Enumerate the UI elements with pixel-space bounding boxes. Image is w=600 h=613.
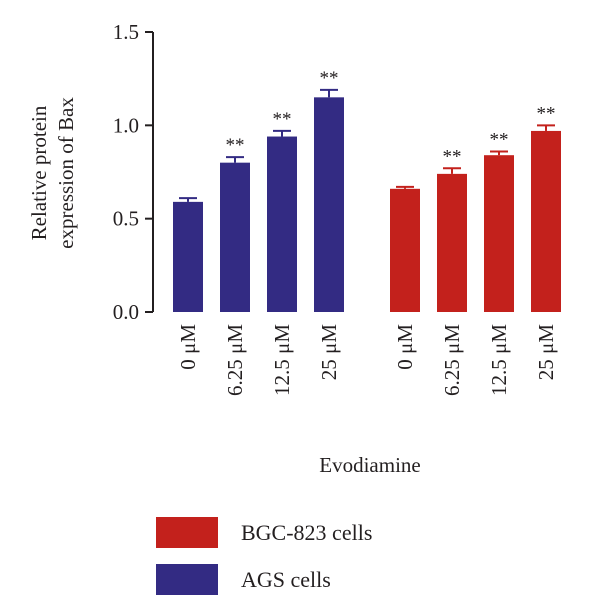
legend-label: BGC-823 cells [241,520,372,545]
x-tick-label: 6.25 μM [223,324,247,396]
significance-mark: ** [273,109,292,130]
bar [267,136,297,312]
bars [173,97,561,312]
significance-mark: ** [490,129,509,150]
bar [531,130,561,312]
error-bars [179,88,555,202]
bar [437,173,467,312]
significance-mark: ** [226,135,245,156]
x-tick-label: 6.25 μM [440,324,464,396]
x-tick-label: 12.5 μM [270,324,294,396]
x-tick-label: 25 μM [534,324,558,381]
x-tick-label: 0 μM [176,324,200,370]
x-axis-title: Evodiamine [319,453,420,477]
bar [220,162,250,312]
x-tick-label: 12.5 μM [487,324,511,396]
x-tick-label: 25 μM [317,324,341,381]
bar [173,201,203,312]
y-tick-label: 0.0 [113,300,139,324]
bar [390,188,420,312]
bar [484,155,514,312]
bar [314,97,344,312]
x-tick-labels: 0 μM 6.25 μM 12.5 μM 25 μM 0 μM 6.25 μM 12.5 μ… [176,324,558,396]
y-ticks: 0.0 0.5 1.0 1.5 [113,20,153,324]
significance-mark: ** [443,146,462,167]
significance-mark: ** [537,103,556,124]
significance-marks: ** ** ** ** ** ** [226,68,556,167]
y-tick-label: 1.5 [113,20,139,44]
legend: BGC-823 cells AGS cells [156,517,372,595]
y-tick-label: 0.5 [113,207,139,231]
significance-mark: ** [320,68,339,89]
legend-label: AGS cells [241,567,331,592]
y-axis-title-line-1: Relative protein [27,105,51,240]
y-tick-label: 1.0 [113,113,139,137]
legend-swatch [156,564,218,595]
legend-swatch [156,517,218,548]
y-axis-title-line-2: expression of Bax [54,97,78,249]
x-tick-label: 0 μM [393,324,417,370]
